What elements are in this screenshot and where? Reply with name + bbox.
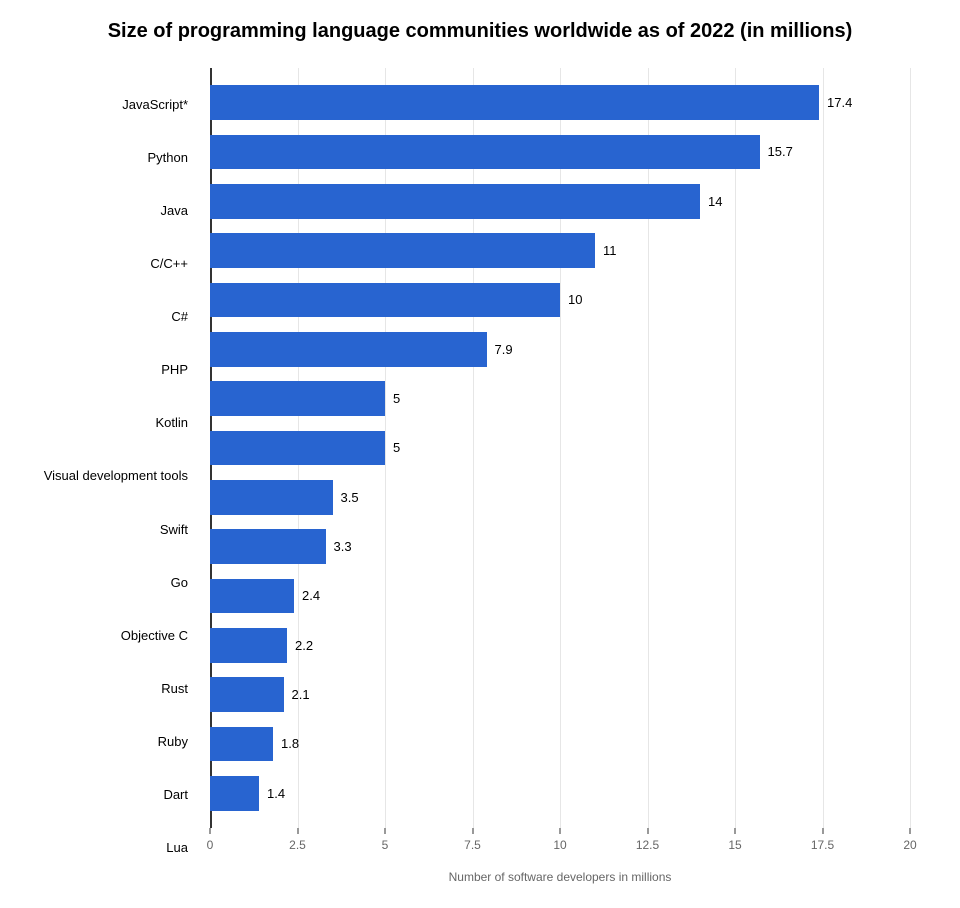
y-axis-category-label: Java [20,203,200,218]
bar-row: 17.4 [210,78,910,127]
bar [210,677,284,712]
x-tick-mark [385,828,386,834]
x-tick-label: 10 [553,838,566,852]
bar [210,727,273,762]
y-axis-category-label: Go [20,575,200,590]
bar-value-label: 2.2 [295,638,313,653]
bar-row: 10 [210,275,910,324]
bar [210,776,259,811]
y-axis-category-label: C# [20,309,200,324]
x-tick-mark [910,828,911,834]
bar-value-label: 3.3 [334,539,352,554]
bar-value-label: 10 [568,292,582,307]
gridline [910,68,911,828]
x-tick-label: 0 [207,838,214,852]
bar [210,332,487,367]
bar-row: 3.3 [210,522,910,571]
bar-row: 15.7 [210,127,910,176]
x-tick-mark [297,828,298,834]
plot-area: 17.4 15.7 14 11 10 7.9 5 5 3.5 3.3 2.4 2.2 2.1 1.8 1.4 [210,68,910,828]
bar-value-label: 3.5 [341,490,359,505]
y-axis-category-label: PHP [20,362,200,377]
bar-value-label: 5 [393,391,400,406]
x-tick-mark [560,828,561,834]
y-axis-category-label: Visual development tools [20,468,200,483]
bar-row: 2.4 [210,571,910,620]
x-axis-title: Number of software developers in million… [210,870,910,884]
x-tick-mark [735,828,736,834]
chart-title: Size of programming language communities… [20,20,940,43]
bar [210,233,595,268]
x-tick-mark [472,828,473,834]
y-axis-category-label: Python [20,150,200,165]
bar-value-label: 14 [708,194,722,209]
bars-area: 17.4 15.7 14 11 10 7.9 5 5 3.5 3.3 2.4 2.2 2.1 1.8 1.4 [210,78,910,818]
x-tick-mark [647,828,648,834]
x-axis: 02.557.51012.51517.520 [210,828,910,858]
y-axis-category-label: C/C++ [20,256,200,271]
x-tick-label: 2.5 [289,838,306,852]
bar-row: 14 [210,177,910,226]
bar [210,135,760,170]
x-tick-label: 20 [903,838,916,852]
bar-row: 1.4 [210,769,910,818]
bar-row: 5 [210,423,910,472]
y-axis-category-label: Ruby [20,734,200,749]
bar-row: 2.1 [210,670,910,719]
bar [210,628,287,663]
bar-value-label: 5 [393,440,400,455]
bar [210,85,819,120]
bar [210,283,560,318]
x-tick-label: 17.5 [811,838,834,852]
y-axis-category-label: Dart [20,787,200,802]
x-tick-mark [210,828,211,834]
bar-row: 3.5 [210,473,910,522]
y-axis-category-label: JavaScript* [20,97,200,112]
bar [210,480,333,515]
bar [210,381,385,416]
y-axis-category-label: Lua [20,840,200,855]
bar-value-label: 7.9 [495,342,513,357]
chart-container: Size of programming language communities… [0,0,960,908]
x-tick-mark [822,828,823,834]
x-tick-label: 15 [728,838,741,852]
y-axis-category-label: Kotlin [20,415,200,430]
bar [210,184,700,219]
bar [210,529,326,564]
y-axis-category-label: Objective C [20,628,200,643]
bar-value-label: 2.1 [292,687,310,702]
y-axis-category-label: Rust [20,681,200,696]
bar-row: 2.2 [210,621,910,670]
bar-row: 11 [210,226,910,275]
y-axis-labels: JavaScript* Python Java C/C++ C# PHP Kotlin Vis… [20,78,200,874]
bar-row: 7.9 [210,325,910,374]
y-axis-category-label: Swift [20,522,200,537]
bar-row: 5 [210,374,910,423]
bar-value-label: 17.4 [827,95,852,110]
bar-value-label: 1.4 [267,786,285,801]
bar-row: 1.8 [210,719,910,768]
bar [210,579,294,614]
bar-value-label: 15.7 [768,144,793,159]
x-tick-label: 7.5 [464,838,481,852]
x-tick-label: 12.5 [636,838,659,852]
bar-value-label: 2.4 [302,588,320,603]
bar-value-label: 11 [603,243,617,258]
bar [210,431,385,466]
x-tick-label: 5 [382,838,389,852]
bar-value-label: 1.8 [281,736,299,751]
